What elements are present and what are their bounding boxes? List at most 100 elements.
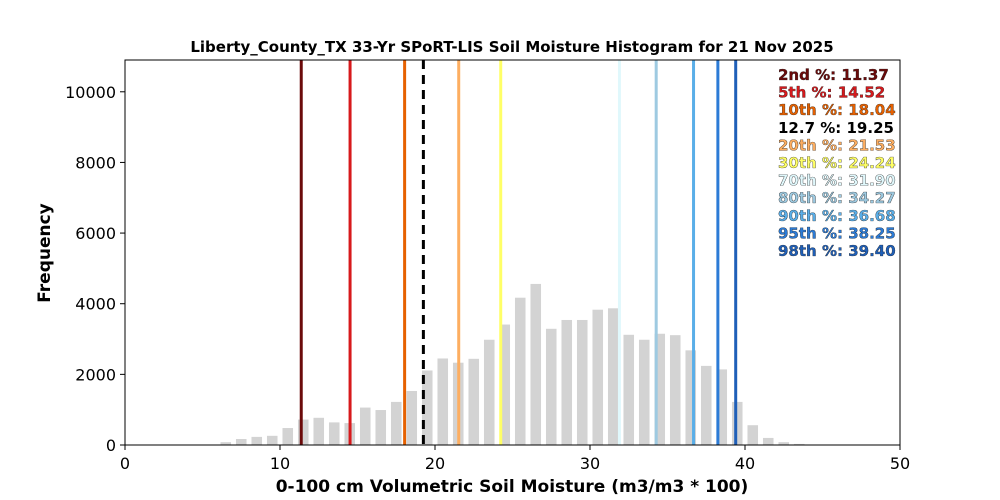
legend-value-10: 39.40 [848,242,895,260]
legend-label-0: 2nd % [778,66,830,84]
legend-entry-4: 20th %: 21.53 [778,136,896,154]
legend-label-7: 80th % [778,189,837,207]
y-tick-label-5: 10000 [65,83,116,102]
legend-separator-9: : [837,224,848,242]
y-tick-label-4: 8000 [75,153,116,172]
histogram-bar-11 [390,401,402,445]
histogram-bar-10 [375,410,387,445]
x-tick-label-2: 20 [425,454,445,473]
legend-entry-3: 12.7 %: 19.25 [778,119,894,137]
chart-title: Liberty_County_TX 33-Yr SPoRT-LIS Soil M… [190,38,833,56]
legend-entry-1: 5th %: 14.52 [778,84,885,102]
legend-label-10: 98th % [778,242,837,260]
legend-value-9: 38.25 [848,224,895,242]
histogram-bar-27 [638,339,650,445]
legend-separator-1: : [827,84,838,102]
histogram-bar-0 [220,442,232,445]
x-tick-label-1: 10 [270,454,290,473]
legend-label-9: 95th % [778,224,837,242]
histogram-bar-17 [483,339,495,445]
legend-separator-6: : [837,172,848,190]
axes-layer: 0 10 20 30 40 50 0 2000 4000 6000 8000 10000 [65,59,910,473]
histogram-bar-26 [623,334,635,445]
legend-entry-10: 98th %: 39.40 [778,242,896,260]
legend-label-2: 10th % [778,101,837,119]
legend-separator-8: : [837,207,848,225]
legend-entry-5: 30th %: 24.24 [778,154,896,172]
legend-value-1: 14.52 [838,84,885,102]
histogram-bar-19 [514,297,526,445]
histogram-bar-32 [716,369,728,445]
histogram-bar-24 [592,309,604,445]
legend-label-6: 70th % [778,172,837,190]
legend-entry-6: 70th %: 31.90 [778,172,896,190]
y-tick-label-1: 2000 [75,365,116,384]
histogram-bar-28 [654,333,666,445]
histogram-bar-25 [607,308,619,445]
percentile-lines-layer [299,60,738,445]
histogram-bar-34 [747,425,759,445]
x-tick-label-5: 50 [890,454,910,473]
histogram-bar-35 [762,437,774,445]
legend-value-7: 34.27 [848,189,895,207]
legend-entry-7: 80th %: 34.27 [778,189,896,207]
histogram-bar-12 [406,390,418,445]
legend-value-2: 18.04 [848,101,895,119]
legend-value-6: 31.90 [848,172,895,190]
legend-separator-0: : [830,66,841,84]
legend-value-5: 24.24 [848,154,895,172]
histogram-bar-21 [545,328,557,445]
y-tick-label-3: 6000 [75,224,116,243]
y-tick-label-0: 0 [106,436,116,455]
histogram-bar-2 [251,436,263,445]
histogram-bar-3 [266,435,278,445]
legend-entry-2: 10th %: 18.04 [778,101,896,119]
x-axis-label: 0-100 cm Volumetric Soil Moisture (m3/m3… [276,477,749,497]
legend-separator-5: : [837,154,848,172]
histogram-bar-13 [421,370,433,445]
histogram-bar-16 [468,358,480,445]
legend-value-8: 36.68 [848,207,895,225]
legend-separator-10: : [837,242,848,260]
histogram-bar-23 [576,319,588,445]
histogram-bar-6 [313,417,325,445]
legend-separator-2: : [837,101,848,119]
histogram-bar-5 [297,419,309,445]
histogram-bar-31 [700,365,712,445]
histogram-bar-37 [793,443,805,445]
legend-label-3: 12.7 % [778,119,835,137]
legend-entry-9: 95th %: 38.25 [778,224,896,242]
legend-value-3: 19.25 [847,119,894,137]
histogram-bar-36 [778,442,790,445]
legend-value-0: 11.37 [841,66,888,84]
legend-label-4: 20th % [778,136,837,154]
legend-entry-0: 2nd %: 11.37 [778,66,889,84]
legend-label-5: 30th % [778,154,837,172]
histogram-bar-29 [669,335,681,445]
y-axis-label: Frequency [35,203,55,303]
x-tick-label-0: 0 [120,454,130,473]
histogram-bar-14 [437,358,449,445]
legend-entry-8: 90th %: 36.68 [778,207,896,225]
legend-label-1: 5th % [778,84,827,102]
legend-separator-3: : [835,119,846,137]
histogram-bar-7 [328,422,340,445]
legend-separator-4: : [837,136,848,154]
legend-separator-7: : [837,189,848,207]
histogram-bar-18 [499,324,511,445]
histogram-bar-9 [359,407,371,445]
histogram-bar-22 [561,319,573,445]
legend-label-8: 90th % [778,207,837,225]
x-tick-label-3: 30 [580,454,600,473]
plot-frame [124,59,901,446]
y-tick-label-2: 4000 [75,295,116,314]
histogram-bar-30 [685,350,697,445]
histogram-bar-33 [731,401,743,445]
histogram-bar-1 [235,438,247,445]
histogram-bar-4 [282,428,294,445]
legend-value-4: 21.53 [848,136,895,154]
histogram-bar-20 [530,283,542,445]
x-tick-label-4: 40 [735,454,755,473]
